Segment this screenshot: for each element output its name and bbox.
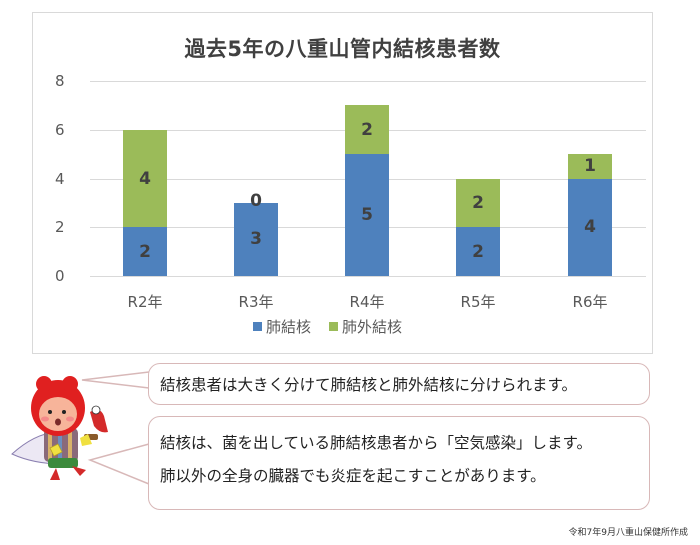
bubble-2-line-2: 肺以外の全身の臓器でも炎症を起こすことがあります。 bbox=[160, 467, 546, 485]
speech-bubble-2: 結核は、菌を出している肺結核患者から「空気感染」します。 肺以外の全身の臓器でも… bbox=[148, 416, 650, 510]
bubble-tail-1 bbox=[81, 371, 150, 389]
x-tick-label: R4年 bbox=[349, 293, 385, 311]
bar-segment: 2 bbox=[123, 227, 167, 276]
x-tick-label: R6年 bbox=[572, 293, 608, 311]
bar-segment: 1 bbox=[568, 154, 612, 179]
legend-swatch-blue-icon bbox=[253, 322, 262, 331]
legend-item-extrapulmonary: 肺外結核 bbox=[329, 316, 402, 337]
bubble-2-line-1: 結核は、菌を出している肺結核患者から「空気感染」します。 bbox=[160, 434, 592, 452]
bubble-tail-2 bbox=[87, 443, 150, 485]
bar-segment: 2 bbox=[456, 227, 500, 276]
chart-title: 過去5年の八重山管内結核患者数 bbox=[184, 37, 501, 61]
legend: 肺結核 肺外結核 bbox=[253, 316, 402, 337]
x-tick-label: R5年 bbox=[460, 293, 496, 311]
bar-segment: 4 bbox=[568, 178, 612, 276]
bar-segment: 2 bbox=[345, 105, 389, 155]
legend-item-pulmonary: 肺結核 bbox=[253, 316, 311, 337]
bubble-1-text: 結核患者は大きく分けて肺結核と肺外結核に分けられます。 bbox=[160, 376, 577, 394]
legend-swatch-green-icon bbox=[329, 322, 339, 331]
bar-data-label: 0 bbox=[250, 190, 262, 211]
bar-segment: 4 bbox=[123, 129, 167, 228]
mascot-character-icon bbox=[11, 376, 108, 480]
bar-segment: 3 bbox=[234, 202, 278, 276]
bar-segment: 5 bbox=[345, 154, 389, 276]
credit-text: 令和7年9月八重山保健所作成 bbox=[568, 528, 688, 538]
legend-label: 肺結核 bbox=[266, 318, 312, 336]
gridline-baseline bbox=[90, 276, 646, 277]
x-tick-label: R3年 bbox=[238, 293, 274, 311]
speech-bubble-1: 結核患者は大きく分けて肺結核と肺外結核に分けられます。 bbox=[148, 363, 650, 405]
x-tick-label: R2年 bbox=[127, 293, 163, 311]
y-tick-2: 2 bbox=[55, 218, 65, 236]
y-tick-6: 6 bbox=[55, 121, 65, 139]
y-tick-4: 4 bbox=[55, 170, 65, 188]
bar-segment: 2 bbox=[456, 178, 500, 228]
y-tick-8: 8 bbox=[55, 72, 65, 90]
y-tick-0: 0 bbox=[55, 267, 65, 285]
gridline bbox=[90, 81, 646, 82]
legend-label: 肺外結核 bbox=[342, 318, 403, 336]
